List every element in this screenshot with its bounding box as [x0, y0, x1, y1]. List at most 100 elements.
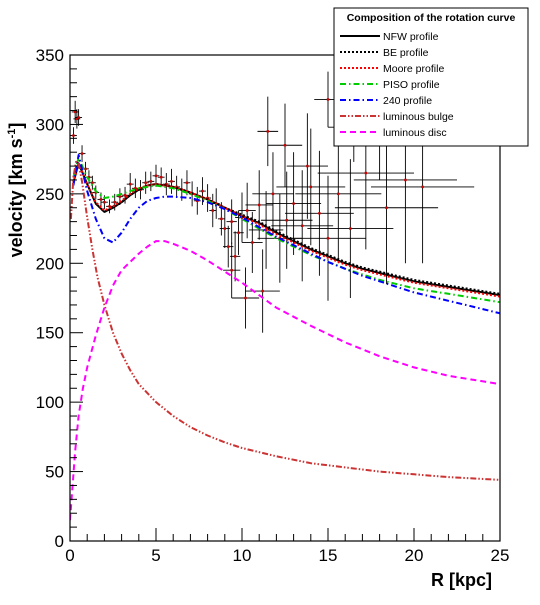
y-tick-label: 350 [36, 46, 64, 65]
point-marker [404, 178, 407, 182]
point-marker [211, 209, 214, 212]
point-marker [159, 175, 163, 179]
data-point [238, 182, 256, 239]
point-marker [118, 195, 122, 198]
point-marker [144, 181, 147, 184]
y-axis-title-close: ] [6, 123, 26, 129]
point-marker [227, 245, 230, 248]
point-marker [123, 194, 127, 197]
point-marker [103, 200, 106, 204]
point-marker [165, 182, 168, 186]
y-tick-label: 100 [36, 393, 64, 412]
point-marker [230, 269, 233, 272]
point-marker [326, 98, 330, 101]
y-tick-label: 150 [36, 324, 64, 343]
data-point [75, 109, 83, 126]
data-point [121, 186, 129, 204]
point-marker [196, 199, 199, 202]
y-tick-label: 0 [55, 532, 64, 551]
data-point [307, 159, 394, 298]
legend-entry: Moore profile [340, 63, 444, 75]
legend-label: luminous bulge [383, 111, 454, 123]
data-point [70, 127, 77, 144]
series-line-moore-profile [72, 162, 500, 298]
x-tick-label: 20 [405, 546, 424, 565]
legend-label: Moore profile [383, 63, 444, 75]
x-tick-label: 10 [233, 546, 252, 565]
legend-label: 240 profile [383, 95, 432, 107]
data-point [157, 167, 165, 187]
data-point [260, 171, 313, 269]
point-marker [220, 217, 223, 221]
point-marker [113, 200, 116, 204]
data-point [223, 242, 241, 298]
data-point [131, 178, 139, 199]
data-point [267, 103, 303, 187]
data-point [92, 185, 100, 200]
point-marker [251, 241, 254, 244]
point-marker [285, 219, 288, 222]
point-marker [261, 289, 264, 293]
data-point [290, 175, 366, 301]
point-marker [309, 185, 312, 189]
point-marker [75, 117, 79, 121]
data-point [199, 177, 206, 205]
point-marker [230, 220, 233, 223]
legend-entry: 240 profile [340, 95, 432, 107]
point-marker [245, 209, 249, 212]
point-marker [149, 180, 153, 183]
point-marker [87, 175, 91, 179]
point-marker [421, 185, 424, 189]
data-point [231, 267, 260, 329]
data-point [257, 96, 279, 167]
data-point [245, 249, 280, 333]
point-marker [154, 174, 158, 178]
series-line-240-profile [72, 154, 500, 315]
data-point [276, 128, 346, 246]
y-axis-title-exponent: -1 [6, 129, 18, 139]
legend-entry: BE profile [340, 47, 429, 59]
x-tick-label: 25 [491, 546, 510, 565]
y-axis-title: velocity [km s-1] [6, 123, 26, 258]
y-tick-label: 250 [36, 185, 64, 204]
data-point [73, 109, 81, 129]
point-marker [237, 231, 240, 234]
legend-entry: luminous disc [340, 127, 447, 139]
data-point [209, 193, 217, 228]
point-marker [385, 206, 388, 209]
series-line-luminous-bulge [70, 160, 500, 481]
point-marker [80, 152, 84, 155]
y-tick-label: 300 [36, 115, 64, 134]
point-marker [337, 192, 340, 196]
data-point [248, 191, 284, 269]
point-marker [185, 181, 189, 184]
legend-label: luminous disc [383, 127, 447, 139]
point-marker [306, 164, 309, 168]
data-point [271, 170, 334, 282]
x-tick-label: 0 [65, 546, 74, 565]
y-tick-label: 200 [36, 254, 64, 273]
data-point [295, 124, 382, 264]
point-marker [233, 255, 237, 258]
legend-entry: NFW profile [340, 31, 439, 43]
data-point [162, 173, 170, 196]
point-marker [301, 224, 304, 227]
point-marker [129, 182, 132, 186]
data-point [147, 171, 155, 192]
point-marker [264, 228, 268, 232]
data-point [106, 199, 113, 214]
data-point [286, 113, 328, 219]
point-marker [94, 191, 97, 194]
point-marker [201, 189, 204, 193]
point-marker [175, 185, 178, 189]
legend: Composition of the rotation curve NFW pr… [333, 7, 529, 147]
series-line-be-profile [72, 162, 500, 295]
legend-title: Composition of the rotation curve [347, 12, 516, 24]
legend-label: PISO profile [383, 79, 440, 91]
point-marker [99, 198, 103, 201]
point-marker [206, 196, 209, 200]
data-point [168, 168, 175, 194]
data-point [226, 199, 237, 244]
data-point [142, 171, 150, 194]
